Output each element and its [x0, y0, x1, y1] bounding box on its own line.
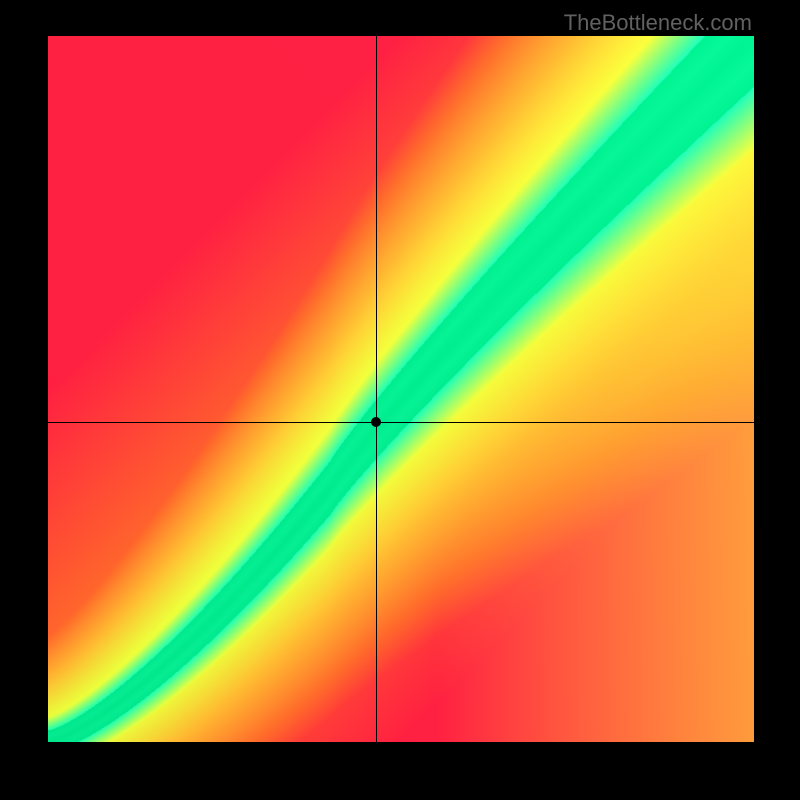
crosshair-vertical — [376, 36, 377, 742]
watermark-text: TheBottleneck.com — [564, 10, 752, 36]
bottleneck-heatmap — [48, 36, 754, 742]
crosshair-marker — [371, 417, 381, 427]
heatmap-canvas — [48, 36, 754, 742]
crosshair-horizontal — [48, 422, 754, 423]
